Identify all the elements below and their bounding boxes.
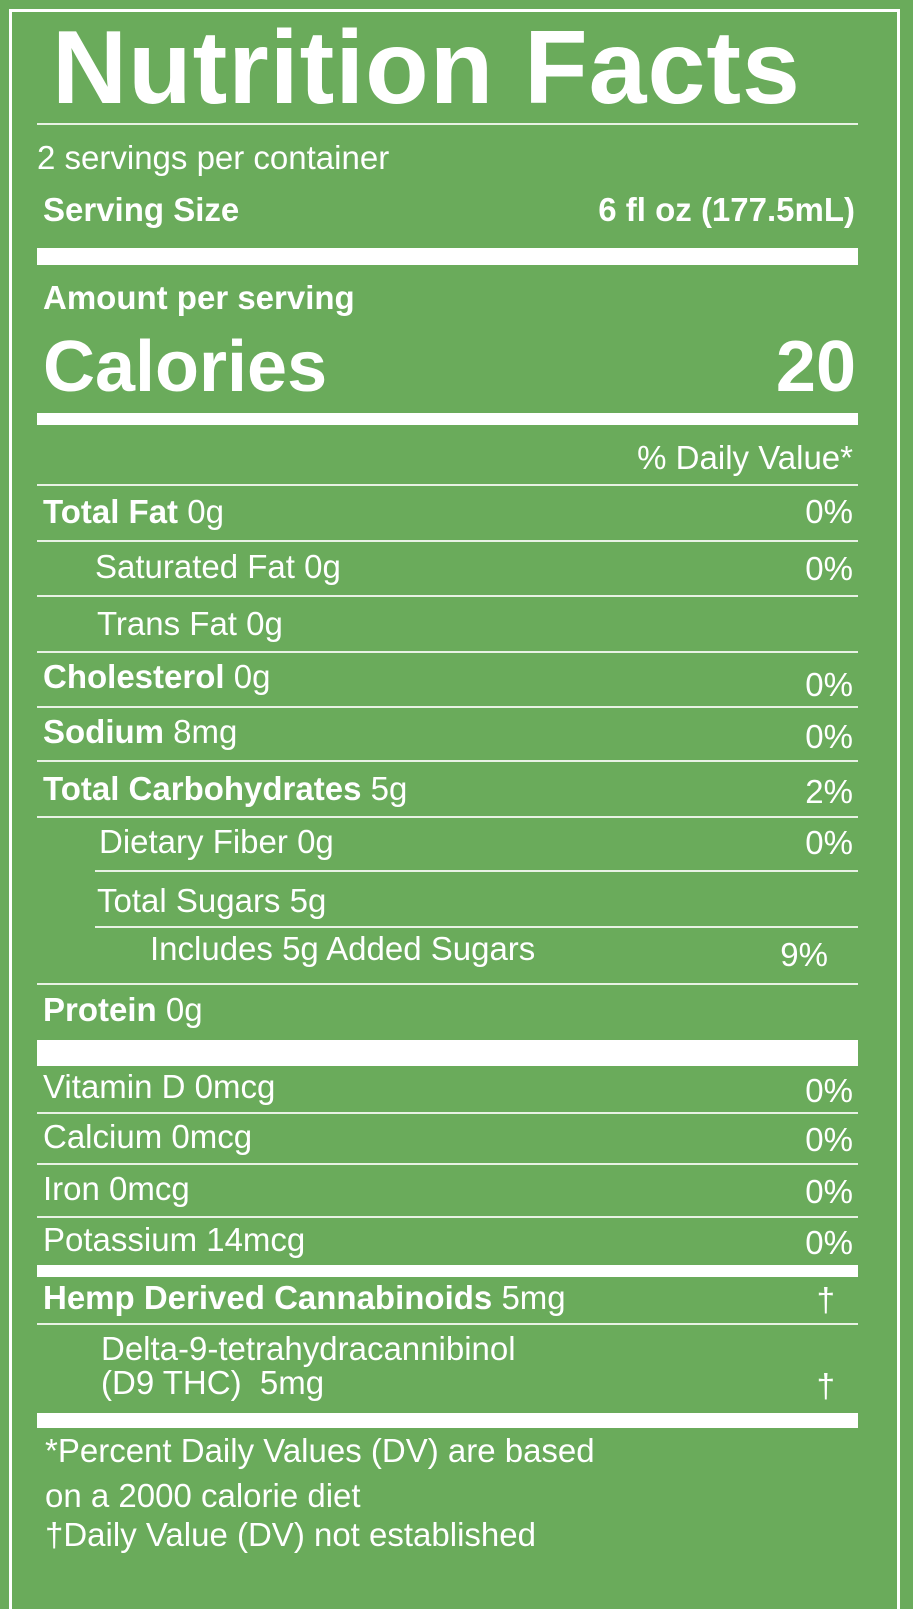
nutrient-cholesterol: Cholesterol 0g (43, 659, 270, 695)
divider (37, 1163, 858, 1165)
label-text: 8mg (173, 713, 238, 750)
serving-size-label: Serving Size (43, 191, 240, 228)
dv-value: 9% (780, 936, 828, 973)
divider (37, 595, 858, 597)
calcium: Calcium 0mcg (43, 1118, 253, 1155)
label-text: 0g (297, 823, 334, 860)
dagger-mark: † (816, 1281, 835, 1318)
title: Nutrition Facts (52, 10, 801, 126)
divider (37, 760, 858, 762)
divider (37, 1216, 858, 1218)
thick-divider (37, 248, 858, 265)
dv-value: 0% (805, 550, 853, 587)
label-text: 0g (246, 605, 283, 642)
thick-divider (37, 1040, 858, 1066)
dv-value: 0% (805, 718, 853, 755)
nutrient-dietary-fiber: Dietary Fiber 0g (99, 824, 334, 860)
nutrient-amount: 0g (187, 493, 224, 530)
label-text: 0g (165, 991, 203, 1028)
dv-value: 0% (805, 493, 853, 530)
divider (37, 1112, 858, 1114)
nutrient-trans-fat: Trans Fat 0g (97, 606, 283, 642)
nutrient-total-fat: Total Fat 0g (43, 494, 224, 530)
vitamin-d: Vitamin D 0mcg (43, 1068, 276, 1105)
divider (37, 983, 858, 985)
d9-thc-line2: (D9 THC) 5mg (101, 1364, 325, 1401)
label-text: Hemp Derived Cannabinoids (43, 1279, 493, 1316)
label-text: 5mg (501, 1279, 566, 1316)
label-text: Total Carbohydrates (43, 770, 362, 807)
dv-value: 0% (805, 824, 853, 861)
label-text: 0g (304, 548, 341, 585)
servings-per-container: 2 servings per container (37, 139, 390, 176)
nutrient-added-sugars: Includes 5g Added Sugars (150, 930, 536, 967)
nutrient-name: Total Fat (43, 493, 179, 530)
divider (37, 1323, 858, 1325)
label-text: 5g (289, 882, 327, 919)
label-text: Cholesterol (43, 658, 225, 695)
thick-divider (37, 413, 858, 425)
divider (37, 816, 858, 818)
dv-value: 0% (805, 1224, 853, 1261)
d9-thc-line1: Delta-9-tetrahydracannibinol (101, 1330, 516, 1367)
footnote-dv: *Percent Daily Values (DV) are based (45, 1432, 595, 1469)
label-text: 5g (370, 770, 408, 807)
dv-value: 0% (805, 1072, 853, 1109)
label-text: Total Sugars (97, 882, 281, 919)
label-text: Sodium (43, 713, 164, 750)
label-text: 0g (233, 658, 271, 695)
potassium: Potassium 14mcg (43, 1221, 306, 1258)
divider (95, 926, 858, 928)
nutrient-saturated-fat: Saturated Fat 0g (95, 549, 341, 585)
dv-value: 0% (805, 1121, 853, 1158)
footnote-dv-cont: on a 2000 calorie diet (45, 1477, 361, 1514)
divider (37, 123, 858, 125)
calories-label: Calories (43, 327, 328, 407)
dv-value: 2% (805, 773, 853, 810)
daily-value-header: % Daily Value* (637, 439, 853, 476)
dagger-mark: † (816, 1367, 835, 1404)
dv-value: 0% (805, 666, 853, 703)
label-text: Saturated Fat (95, 548, 295, 585)
calories-value: 20 (775, 327, 856, 407)
footnote-dagger: †Daily Value (DV) not established (45, 1516, 536, 1553)
iron: Iron 0mcg (43, 1170, 190, 1207)
thick-divider (37, 1265, 858, 1277)
divider (37, 484, 858, 486)
label-border (9, 9, 900, 1609)
label-text: Protein (43, 991, 157, 1028)
hemp-cannabinoids: Hemp Derived Cannabinoids 5mg (43, 1280, 566, 1316)
nutrient-sodium: Sodium 8mg (43, 714, 237, 750)
divider (95, 870, 858, 872)
serving-size-value: 6 fl oz (177.5mL) (598, 191, 855, 228)
divider (37, 651, 858, 653)
dv-value: 0% (805, 1173, 853, 1210)
thick-divider (37, 1413, 858, 1428)
label-text: Trans Fat (97, 605, 237, 642)
nutrient-protein: Protein 0g (43, 992, 203, 1028)
amount-per-serving: Amount per serving (43, 279, 355, 316)
label-text: Dietary Fiber (99, 823, 288, 860)
nutrient-total-carbohydrates: Total Carbohydrates 5g (43, 771, 407, 807)
nutrient-total-sugars: Total Sugars 5g (97, 883, 326, 919)
divider (37, 706, 858, 708)
divider (37, 540, 858, 542)
